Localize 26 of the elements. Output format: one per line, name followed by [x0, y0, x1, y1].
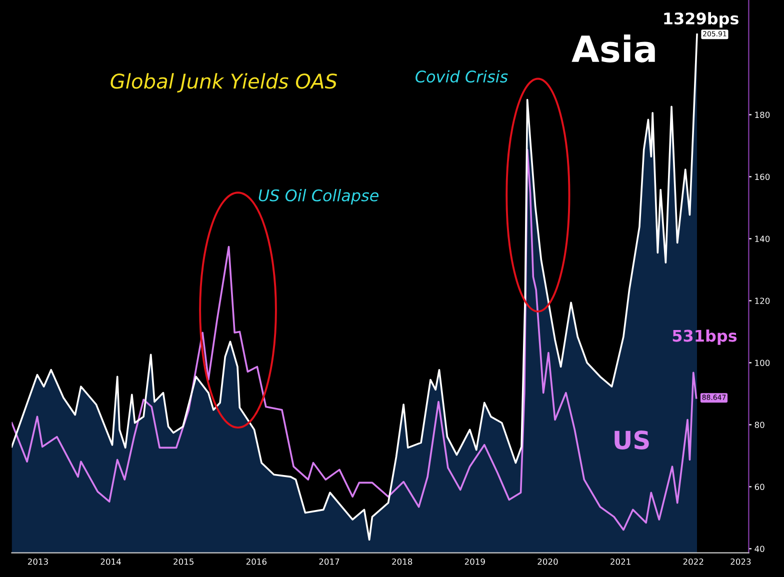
y-tick-label: 180 — [755, 112, 770, 118]
x-tick-label: 2022 — [683, 558, 704, 565]
y-tick-label: 120 — [755, 298, 770, 304]
x-tick-label: 2016 — [246, 558, 267, 565]
annotation: 1329bps — [664, 12, 738, 28]
annotation: Covid Crisis — [416, 70, 508, 83]
annotation: US Oil Collapse — [258, 189, 378, 205]
x-tick-label: 2018 — [392, 558, 412, 565]
y-tick-label: 160 — [755, 174, 770, 180]
legend-label: Asia — [572, 34, 655, 62]
x-tick-label: 2021 — [610, 558, 630, 565]
x-tick-label: 2013 — [28, 558, 48, 565]
text: Global Junk Yields OAS — [110, 73, 337, 93]
x-tick-label: 2015 — [174, 558, 194, 565]
x-tick-label: 2020 — [538, 558, 558, 565]
y-tick-label: 40 — [754, 546, 764, 552]
y-tick-label: 80 — [754, 422, 764, 428]
series-label: US — [614, 430, 649, 450]
annotation: 531bps — [672, 329, 737, 345]
y-tick-label: 60 — [754, 484, 764, 490]
y-tick-label: 140 — [755, 236, 770, 242]
x-tick-label: 2017 — [319, 558, 340, 565]
x-tick-label: 2023 — [730, 558, 751, 565]
x-tick-label: 2019 — [464, 558, 485, 565]
y-tick-label: 100 — [755, 360, 770, 366]
x-tick-label: 2014 — [100, 558, 121, 565]
